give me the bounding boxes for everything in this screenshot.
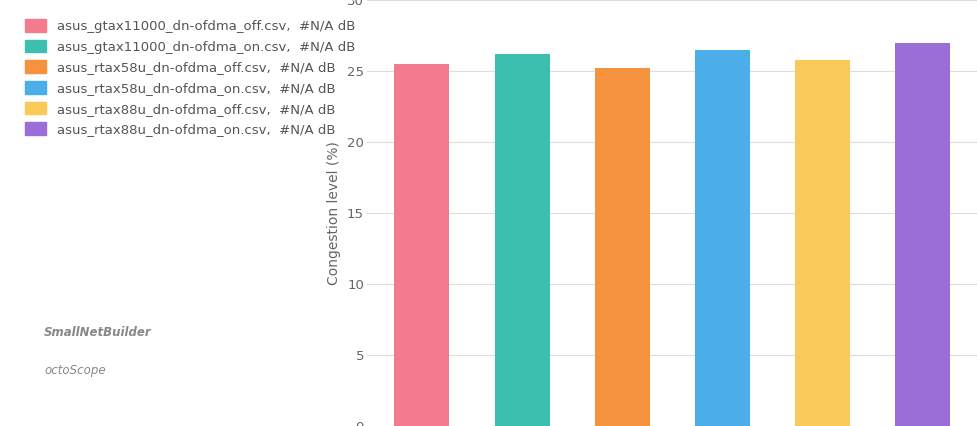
Bar (695, 50, 749, 426)
Bar (394, 64, 449, 426)
Bar (794, 60, 849, 426)
Y-axis label: Congestion level (%): Congestion level (%) (327, 141, 341, 285)
Bar (494, 54, 549, 426)
Legend: asus_gtax11000_dn-ofdma_off.csv,  #N/A dB, asus_gtax11000_dn-ofdma_on.csv,  #N/A: asus_gtax11000_dn-ofdma_off.csv, #N/A dB… (21, 15, 359, 140)
Text: octoScope: octoScope (44, 364, 106, 377)
Bar (894, 43, 950, 426)
Text: SmallNetBuilder: SmallNetBuilder (44, 326, 151, 339)
Bar (594, 68, 649, 426)
